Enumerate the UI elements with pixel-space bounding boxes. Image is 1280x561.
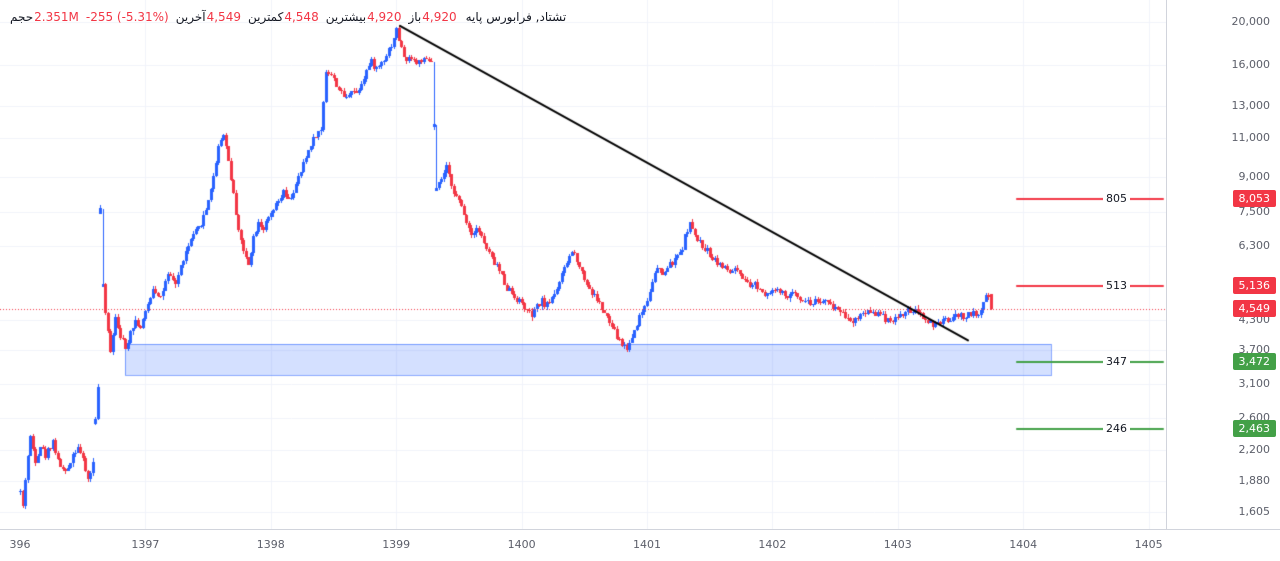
legend-item-label: بیشترین bbox=[325, 10, 367, 24]
ohlc-legend: حجم 2.351M -255 (-5.31%) آخرین 4,549 کمترین 4,… bbox=[10, 10, 566, 24]
price-tick: 2,200 bbox=[1238, 443, 1271, 457]
legend-item-value: 4,548 bbox=[284, 10, 319, 24]
price-tick: 16,000 bbox=[1231, 58, 1271, 72]
level-line-label[interactable]: 246 bbox=[1103, 420, 1130, 436]
level-line-label[interactable]: 347 bbox=[1103, 353, 1130, 369]
price-axis[interactable]: 20,000 16,000 13,000 11,000 9,000 7,500 6,300 4… bbox=[1166, 0, 1280, 529]
level-price-badge: 3,472 bbox=[1232, 352, 1276, 370]
time-tick: 396 bbox=[9, 538, 31, 551]
symbol-title: تشتاد, فرابورس پایه bbox=[465, 10, 567, 24]
legend-item-label: حجم bbox=[10, 10, 34, 24]
time-tick: 1397 bbox=[131, 538, 160, 551]
price-tick: 6,300 bbox=[1238, 239, 1271, 253]
price-tick: 11,000 bbox=[1231, 131, 1271, 145]
price-tick: 1,605 bbox=[1238, 504, 1271, 518]
current-price-badge: 4,549 bbox=[1232, 300, 1276, 318]
time-tick: 1401 bbox=[633, 538, 661, 551]
time-tick: 1403 bbox=[883, 538, 912, 551]
time-tick: 1400 bbox=[507, 538, 536, 551]
legend-ohlc-item: حجم 2.351M bbox=[10, 10, 79, 24]
legend-item-value: 4,920 bbox=[422, 10, 457, 24]
time-tick: 1405 bbox=[1134, 538, 1163, 551]
price-tick: 7,500 bbox=[1238, 205, 1271, 219]
price-tick: 3,700 bbox=[1238, 342, 1271, 356]
price-tick: 9,000 bbox=[1238, 170, 1271, 183]
legend-item-value: 2.351M bbox=[34, 10, 79, 24]
legend-item-value: -255 (-5.31%) bbox=[85, 10, 169, 24]
level-price-badge: 5,136 bbox=[1232, 276, 1276, 294]
legend-ohlc-item: کمترین 4,548 bbox=[248, 10, 319, 24]
legend-ohlc-item: آخرین 4,549 bbox=[176, 10, 241, 24]
price-tick: 13,000 bbox=[1231, 98, 1271, 112]
candlestick-chart-canvas[interactable] bbox=[0, 0, 1166, 529]
legend-ohlc-item: بیشترین 4,920 bbox=[326, 10, 402, 24]
level-price-badge: 8,053 bbox=[1232, 189, 1276, 207]
legend-ohlc-item: -255 (-5.31%) bbox=[86, 10, 169, 24]
level-price-badge: 2,463 bbox=[1232, 419, 1276, 437]
time-tick: 1404 bbox=[1009, 538, 1038, 551]
time-tick: 1399 bbox=[382, 538, 411, 551]
legend-item-label: آخرین bbox=[175, 10, 206, 24]
legend-item-label: باز bbox=[408, 10, 422, 24]
level-line-label[interactable]: 513 bbox=[1103, 277, 1130, 293]
price-tick: 1,880 bbox=[1238, 474, 1271, 487]
legend-item-value: 4,549 bbox=[206, 10, 241, 24]
level-line-label[interactable]: 805 bbox=[1103, 190, 1130, 206]
legend-item-value: 4,920 bbox=[367, 10, 402, 24]
price-tick: 3,100 bbox=[1238, 376, 1271, 390]
legend-values: حجم 2.351M -255 (-5.31%) آخرین 4,549 کمترین 4,… bbox=[10, 10, 457, 24]
price-tick: 20,000 bbox=[1231, 15, 1271, 28]
legend-item-label: کمترین bbox=[247, 10, 284, 24]
time-tick: 1398 bbox=[256, 538, 285, 551]
legend-ohlc-item: باز 4,920 bbox=[408, 10, 456, 24]
time-axis[interactable]: 396 1397 1398 1399 1400 1401 1402 1403 1404 1405 bbox=[0, 529, 1280, 561]
time-tick: 1402 bbox=[758, 538, 787, 551]
